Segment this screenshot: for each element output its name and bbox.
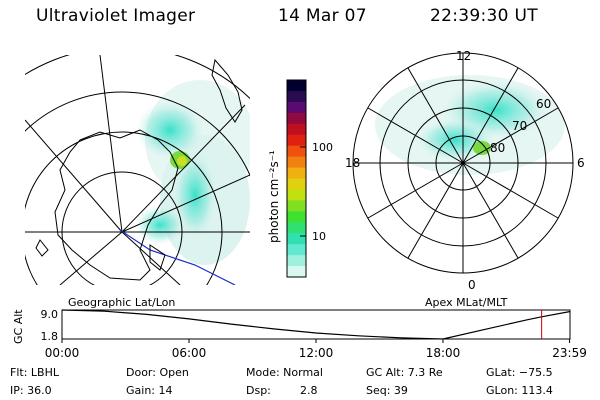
geographic-map — [25, 55, 250, 285]
info-dsp-label: Dsp: — [246, 384, 271, 397]
mlt-label-12: 12 — [456, 49, 471, 63]
colorbar-swatches — [287, 80, 306, 278]
info-seq: Seq: 39 — [366, 384, 408, 397]
colorbar-swatch — [287, 80, 306, 92]
mlt-label-18: 18 — [345, 156, 360, 170]
alt-xtick-label: 06:00 — [172, 346, 207, 360]
colorbar-swatch — [287, 167, 306, 180]
colorbar-swatch — [287, 123, 306, 136]
info-gc-alt: GC Alt: 7.3 Re — [366, 366, 443, 379]
colorbar-swatch — [287, 266, 306, 278]
colorbar-swatch — [287, 200, 306, 212]
info-gain: Gain: 14 — [126, 384, 173, 397]
colorbar-swatch — [287, 134, 306, 147]
colorbar-swatch — [287, 156, 306, 169]
colorbar-frame — [286, 79, 307, 278]
app-title: Ultraviolet Imager — [36, 6, 196, 26]
aurora-emission-left — [135, 80, 250, 265]
info-glat: GLat: −75.5 — [486, 366, 553, 379]
info-flt: Flt: LBHL — [10, 366, 59, 379]
date-label: 14 Mar 07 — [278, 6, 367, 26]
apex-label: Apex MLat/MLT — [425, 296, 508, 309]
info-door: Door: Open — [126, 366, 189, 379]
altitude-line — [61, 309, 570, 340]
altitude-x-ticks: 00:00 06:00 12:00 18:00 23:59 — [45, 339, 587, 360]
colorbar-swatch — [287, 101, 306, 114]
satellite-track — [119, 229, 236, 285]
colorbar-swatch — [287, 178, 306, 191]
colorbar: 100 10 photon cm⁻²s⁻¹ — [267, 79, 333, 278]
time-label: 22:39:30 UT — [430, 6, 538, 26]
mlat-label-80: 80 — [490, 141, 505, 155]
colorbar-label-100: 100 — [312, 141, 333, 154]
altitude-plot: 00:00 06:00 12:00 18:00 23:59 9.0 1.8 GC Alt — [12, 308, 587, 360]
geographic-label: Geographic Lat/Lon — [68, 296, 176, 309]
alt-xtick-label: 12:00 — [299, 346, 334, 360]
colorbar-swatch — [287, 90, 306, 103]
info-mode: Mode: Normal — [246, 366, 323, 379]
mlat-labels: 60 70 80 — [490, 97, 551, 155]
apex-map: 12 6 0 18 60 70 80 — [345, 49, 585, 292]
mlt-labels: 12 6 0 18 — [345, 49, 585, 292]
mlat-label-60: 60 — [536, 97, 551, 111]
info-ip: IP: 36.0 — [10, 384, 52, 397]
colorbar-swatch — [287, 189, 306, 201]
alt-xtick-label: 18:00 — [426, 346, 461, 360]
colorbar-swatch — [287, 211, 306, 223]
alt-ytick-max: 9.0 — [41, 308, 59, 321]
meridians-left — [25, 55, 250, 285]
colorbar-swatch — [287, 233, 306, 245]
info-glon: GLon: 113.4 — [486, 384, 553, 397]
colorbar-swatch — [287, 255, 306, 267]
mlt-label-0: 0 — [468, 278, 476, 292]
alt-ylabel: GC Alt — [12, 309, 25, 344]
info-dsp-value: 2.8 — [300, 384, 318, 397]
mlt-label-6: 6 — [577, 156, 585, 170]
colorbar-label-10: 10 — [312, 230, 326, 243]
mlt-radials — [353, 53, 573, 273]
colorbar-swatch — [287, 145, 306, 158]
colorbar-unit-label: photon cm⁻²s⁻¹ — [267, 150, 281, 243]
colorbar-swatch — [287, 112, 306, 125]
colorbar-swatch — [287, 244, 306, 256]
mlat-label-70: 70 — [512, 119, 527, 133]
alt-xtick-label: 00:00 — [45, 346, 80, 360]
altitude-series — [61, 309, 570, 340]
alt-ytick-min: 1.8 — [41, 330, 59, 343]
coastlines — [35, 58, 243, 281]
colorbar-swatch — [287, 222, 306, 234]
alt-xtick-label: 23:59 — [552, 346, 587, 360]
